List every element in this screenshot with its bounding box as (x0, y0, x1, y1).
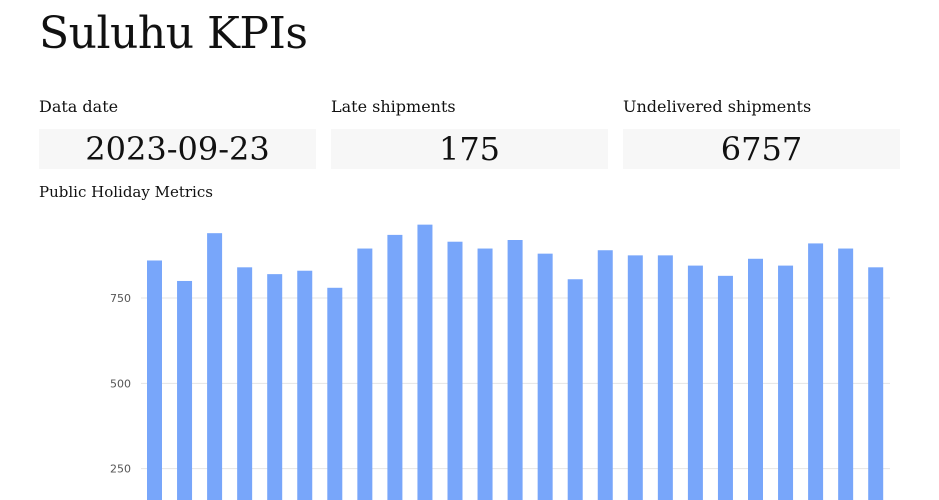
bar (147, 260, 162, 500)
bar (537, 253, 553, 500)
bar (597, 250, 613, 500)
kpi-label: Data date (39, 97, 119, 116)
kpi-value-box: 2023-09-23 (39, 129, 316, 169)
bar (237, 267, 253, 500)
kpi-value: 175 (438, 130, 501, 168)
bar (447, 241, 463, 500)
bar (507, 240, 523, 500)
bar (687, 265, 703, 500)
bar (297, 270, 313, 500)
bar (748, 258, 763, 500)
y-tick-label: 500 (110, 377, 131, 390)
kpi-late-shipments: Late shipments 175 (331, 96, 608, 169)
y-tick-label: 250 (110, 463, 131, 476)
kpi-label: Undelivered shipments (623, 97, 812, 116)
kpi-value-box: 6757 (623, 129, 900, 169)
chart-bars (147, 224, 884, 500)
bar (627, 255, 643, 500)
bar (267, 274, 283, 500)
bar (717, 275, 733, 500)
chart-y-ticks: 250 500 750 (110, 292, 131, 476)
kpi-data-date: Data date 2023-09-23 (39, 96, 316, 169)
chart-title: Public Holiday Metrics (39, 183, 213, 201)
kpi-value: 2023-09-23 (85, 130, 270, 168)
bar (177, 280, 193, 500)
bar (207, 233, 223, 500)
bar (357, 248, 373, 500)
bar (657, 255, 673, 500)
y-tick-label: 750 (110, 292, 131, 305)
bar (477, 248, 493, 500)
bar (567, 279, 583, 500)
bar (838, 248, 854, 500)
page-title: Suluhu KPIs (39, 8, 308, 59)
bar (778, 265, 794, 500)
bar (417, 224, 433, 500)
bar (327, 287, 343, 500)
kpi-label: Late shipments (331, 97, 456, 116)
kpi-value-box: 175 (331, 129, 608, 169)
kpi-value: 6757 (720, 130, 803, 168)
bar (808, 243, 824, 500)
bar (387, 234, 403, 500)
bar (868, 267, 884, 500)
kpi-undelivered-shipments: Undelivered shipments 6757 (623, 96, 900, 169)
